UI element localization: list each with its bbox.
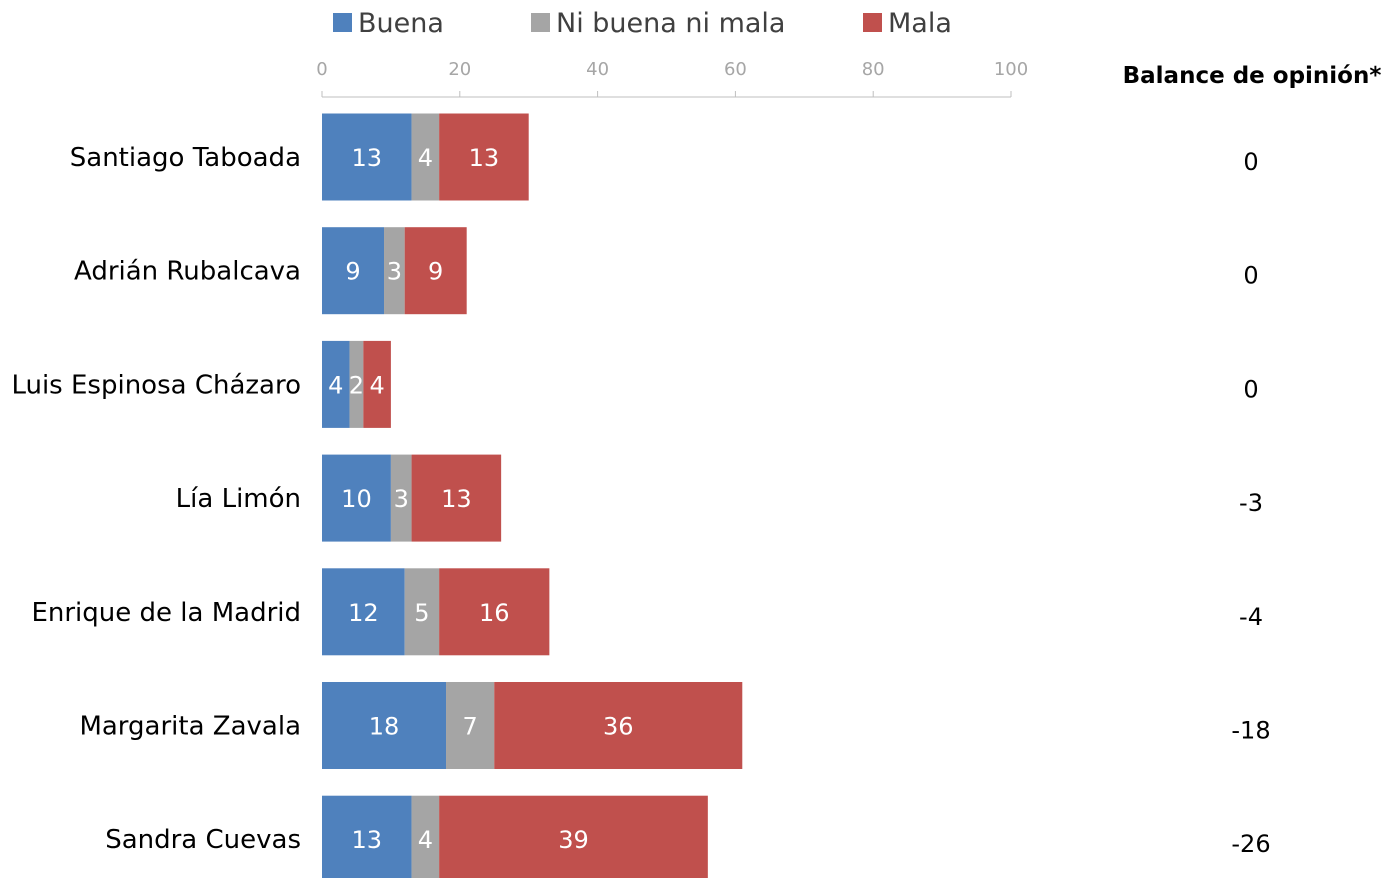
category-label: Santiago Taboada <box>70 143 301 173</box>
x-tick-label: 40 <box>586 59 609 80</box>
bar-segment <box>322 454 391 542</box>
bar-value-label: 39 <box>558 826 589 854</box>
legend-swatch-1 <box>333 13 352 32</box>
bar-value-label: 5 <box>414 599 429 627</box>
bar-value-label: 13 <box>469 144 500 172</box>
category-label: Sandra Cuevas <box>105 825 301 855</box>
bar-value-label: 13 <box>441 485 472 513</box>
balance-title: Balance de opinión* <box>1123 63 1382 89</box>
category-label: Enrique de la Madrid <box>31 598 301 628</box>
category-labels: Santiago Taboada Adrián Rubalcava Luis Esp… <box>11 143 301 855</box>
bar-segment <box>390 454 412 542</box>
bar-segment <box>439 113 529 201</box>
bar-value-label: 13 <box>352 144 383 172</box>
category-label: Lía Limón <box>176 484 301 514</box>
category-label: Luis Espinosa Cházaro <box>11 370 301 400</box>
bar-segment <box>322 340 350 428</box>
x-tick-label: 20 <box>448 59 471 80</box>
bar-segment <box>384 227 405 315</box>
bar-segment <box>322 568 405 656</box>
x-tick-label: 80 <box>862 59 885 80</box>
bar-value-label: 2 <box>349 371 364 399</box>
bar-segment <box>404 227 467 315</box>
bar-value-label: 3 <box>394 485 409 513</box>
bar-value-label: 4 <box>418 144 433 172</box>
bar-segment <box>411 795 440 878</box>
bar-value-label: 7 <box>462 713 477 741</box>
bar-value-label: 16 <box>479 599 510 627</box>
balance-value: 0 <box>1243 148 1258 176</box>
legend: Buena Ni buena ni mala Mala <box>333 8 952 39</box>
bar-segment <box>322 113 412 201</box>
bar-value-label: 4 <box>369 371 384 399</box>
bar-segment <box>404 568 440 656</box>
bar-value-label: 3 <box>387 258 402 286</box>
bar-segment <box>322 227 385 315</box>
bar-value-label: 9 <box>345 258 360 286</box>
bar-segment <box>439 795 708 878</box>
x-tick-label: 60 <box>724 59 747 80</box>
balance-value: 0 <box>1243 375 1258 403</box>
balance-value: -3 <box>1239 489 1263 517</box>
legend-swatch-2 <box>531 13 550 32</box>
balance-column: 0 0 0 -3 -4 -18 -26 Balance de opinión* <box>1123 63 1382 858</box>
balance-value: -26 <box>1231 830 1270 858</box>
bar-segment <box>322 682 447 769</box>
bar-segment <box>446 682 495 769</box>
legend-label-1: Buena <box>358 8 444 39</box>
category-label: Adrián Rubalcava <box>74 257 301 287</box>
x-tick-label: 100 <box>994 59 1028 80</box>
balance-value: -18 <box>1231 717 1270 745</box>
bar-value-label: 4 <box>328 371 343 399</box>
bar-value-label: 13 <box>352 826 383 854</box>
bar-segment <box>349 340 364 428</box>
bar-segment <box>322 795 412 878</box>
bar-segment <box>494 682 743 769</box>
x-tick-label: 0 <box>316 59 327 80</box>
legend-label-2: Ni buena ni mala <box>556 8 785 39</box>
bar-segment <box>363 340 391 428</box>
x-axis: 0 20 40 60 80 100 <box>316 59 1028 98</box>
bar-value-label: 4 <box>418 826 433 854</box>
bar-value-label: 9 <box>428 258 443 286</box>
balance-value: 0 <box>1243 262 1258 290</box>
bar-segment <box>439 568 550 656</box>
bar-value-label: 36 <box>603 713 634 741</box>
balance-value: -4 <box>1239 603 1263 631</box>
bar-value-label: 12 <box>348 599 379 627</box>
legend-label-3: Mala <box>888 8 952 39</box>
bar-value-label: 18 <box>369 713 400 741</box>
bar-segment <box>411 454 502 542</box>
bar-value-label: 10 <box>341 485 372 513</box>
category-label: Margarita Zavala <box>79 712 301 742</box>
bar-segment <box>411 113 440 201</box>
legend-swatch-3 <box>863 13 882 32</box>
